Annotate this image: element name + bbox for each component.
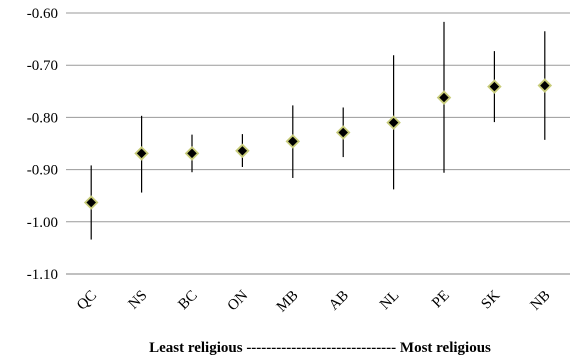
data-point (235, 143, 250, 159)
x-tick-label: AB (326, 288, 352, 314)
y-tick-label: -1.00 (27, 215, 58, 231)
gridlines (66, 12, 570, 223)
x-tick-label: BC (175, 288, 200, 313)
y-tick-label: -0.80 (27, 110, 58, 126)
x-tick-label: NB (528, 288, 554, 314)
y-axis-tick-labels: -0.60 -0.70 -0.80 -0.90 -1.00 -1.10 (27, 6, 58, 283)
data-point (285, 134, 301, 149)
y-tick-label: -0.90 (27, 163, 58, 179)
y-tick-label: -0.60 (27, 6, 58, 22)
x-tick-label: PE (429, 288, 453, 312)
x-tick-label: MB (274, 288, 302, 316)
data-point (184, 146, 200, 161)
data-points (83, 78, 553, 210)
data-point (436, 90, 452, 105)
data-point (83, 195, 99, 210)
x-tick-label: QC (74, 288, 100, 314)
data-point (487, 79, 502, 94)
y-tick-label: -1.10 (27, 267, 58, 283)
data-point (386, 115, 401, 130)
x-axis-tick-labels: QC NS BC ON MB AB NL PE SK NB (74, 287, 554, 315)
x-tick-label: ON (225, 287, 252, 314)
data-point (134, 146, 149, 161)
data-point (335, 125, 351, 140)
data-point (537, 78, 553, 93)
x-tick-label: SK (478, 287, 503, 312)
x-tick-label: NL (377, 288, 402, 313)
x-tick-label: NS (126, 288, 151, 313)
y-tick-label: -0.70 (27, 58, 58, 74)
x-axis-title: Least religious ------------------------… (149, 340, 491, 356)
error-bars (90, 21, 546, 240)
